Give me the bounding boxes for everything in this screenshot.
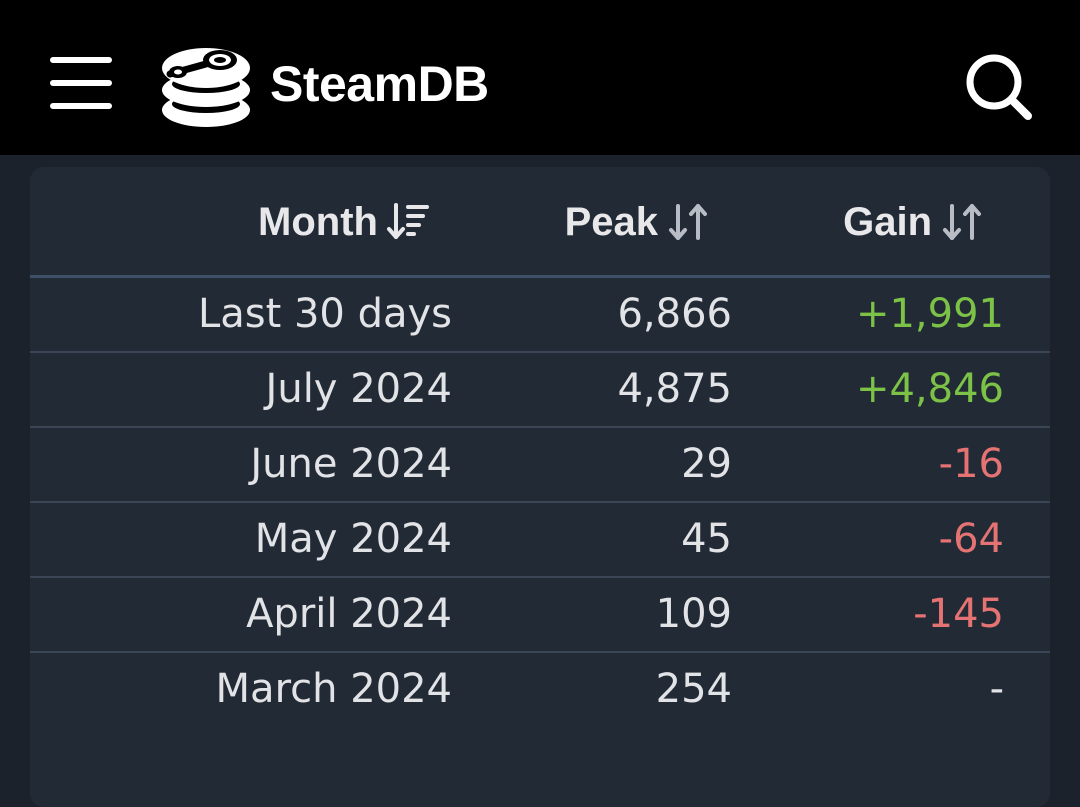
month-cell: June 2024 xyxy=(250,441,452,487)
peak-cell: 29 xyxy=(681,441,732,487)
column-header-month[interactable]: Month xyxy=(258,197,430,247)
gain-cell: +1,991 xyxy=(855,291,1004,337)
table-body: Last 30 days 6,866 +1,991 July 2024 4,87… xyxy=(30,278,1050,726)
month-cell: Last 30 days xyxy=(197,291,452,337)
month-cell: April 2024 xyxy=(246,591,452,637)
table-row: April 2024 109 -145 xyxy=(30,578,1050,653)
top-bar: SteamDB xyxy=(0,0,1080,155)
monthly-peaks-table: Month Peak Gain xyxy=(30,167,1050,807)
steamdb-logo-icon[interactable] xyxy=(160,38,256,130)
table-header: Month Peak Gain xyxy=(30,167,1050,278)
month-cell: March 2024 xyxy=(215,666,452,712)
peak-cell: 4,875 xyxy=(617,366,732,412)
gain-cell: -16 xyxy=(938,441,1004,487)
sort-descending-icon xyxy=(387,203,429,239)
month-cell: May 2024 xyxy=(254,516,452,562)
site-brand[interactable]: SteamDB xyxy=(270,56,489,112)
table-row: May 2024 45 -64 xyxy=(30,503,1050,578)
peak-cell: 45 xyxy=(681,516,732,562)
table-row: March 2024 254 - xyxy=(30,653,1050,726)
search-icon[interactable] xyxy=(962,50,1036,124)
gain-cell: -145 xyxy=(913,591,1004,637)
hamburger-menu-icon[interactable] xyxy=(50,55,114,111)
column-label-peak: Peak xyxy=(564,199,658,244)
gain-cell: - xyxy=(989,666,1004,712)
column-header-gain[interactable]: Gain xyxy=(843,197,984,247)
sort-both-icon xyxy=(943,204,981,240)
column-header-peak[interactable]: Peak xyxy=(565,197,710,247)
gain-cell: +4,846 xyxy=(855,366,1004,412)
gain-cell: -64 xyxy=(938,516,1004,562)
peak-cell: 109 xyxy=(655,591,732,637)
column-label-gain: Gain xyxy=(843,199,932,244)
month-cell: July 2024 xyxy=(265,366,452,412)
table-row: Last 30 days 6,866 +1,991 xyxy=(30,278,1050,353)
peak-cell: 6,866 xyxy=(617,291,732,337)
sort-both-icon xyxy=(669,204,707,240)
table-row: June 2024 29 -16 xyxy=(30,428,1050,503)
table-row: July 2024 4,875 +4,846 xyxy=(30,353,1050,428)
peak-cell: 254 xyxy=(655,666,732,712)
column-label-month: Month xyxy=(258,199,378,244)
